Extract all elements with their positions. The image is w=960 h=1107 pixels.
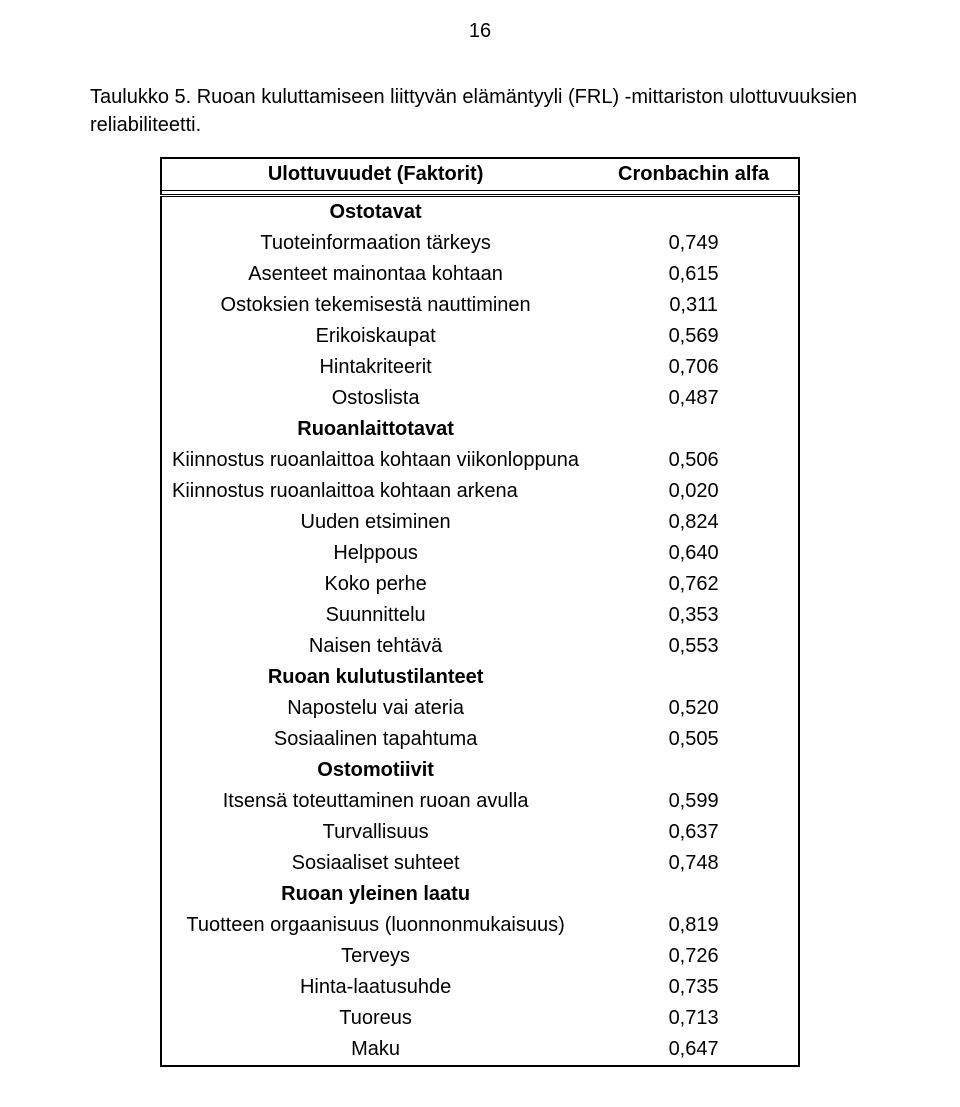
- section-title: Ruoanlaittotavat: [161, 414, 589, 445]
- row-label: Ostoslista: [161, 383, 589, 414]
- row-value: 0,311: [589, 290, 799, 321]
- row-value: 0,706: [589, 352, 799, 383]
- table-header-row: Ulottuvuudet (Faktorit) Cronbachin alfa: [161, 158, 799, 191]
- table-row: Kiinnostus ruoanlaittoa kohtaan arkena0,…: [161, 476, 799, 507]
- table-row: Naisen tehtävä0,553: [161, 631, 799, 662]
- row-label: Tuoteinformaation tärkeys: [161, 228, 589, 259]
- row-value: 0,615: [589, 259, 799, 290]
- table-row: Hintakriteerit0,706: [161, 352, 799, 383]
- table-row: Ostoslista0,487: [161, 383, 799, 414]
- row-value: 0,520: [589, 693, 799, 724]
- table-row: Sosiaalinen tapahtuma0,505: [161, 724, 799, 755]
- table-row: Maku0,647: [161, 1034, 799, 1066]
- section-title: Ostotavat: [161, 196, 589, 229]
- row-label: Ostoksien tekemisestä nauttiminen: [161, 290, 589, 321]
- section-title-empty: [589, 662, 799, 693]
- section-title: Ruoan yleinen laatu: [161, 879, 589, 910]
- row-value: 0,553: [589, 631, 799, 662]
- page: 16 Taulukko 5. Ruoan kuluttamiseen liitt…: [0, 0, 960, 1107]
- row-value: 0,640: [589, 538, 799, 569]
- row-value: 0,726: [589, 941, 799, 972]
- table-body: OstotavatTuoteinformaation tärkeys0,749A…: [161, 196, 799, 1067]
- row-value: 0,647: [589, 1034, 799, 1066]
- table-row: Itsensä toteuttaminen ruoan avulla0,599: [161, 786, 799, 817]
- row-value: 0,713: [589, 1003, 799, 1034]
- section-title-empty: [589, 879, 799, 910]
- row-label: Tuotteen orgaanisuus (luonnonmukaisuus): [161, 910, 589, 941]
- section-title: Ostomotiivit: [161, 755, 589, 786]
- table-row: Sosiaaliset suhteet0,748: [161, 848, 799, 879]
- row-label: Kiinnostus ruoanlaittoa kohtaan viikonlo…: [161, 445, 589, 476]
- table-row: Hinta-laatusuhde0,735: [161, 972, 799, 1003]
- row-value: 0,637: [589, 817, 799, 848]
- row-value: 0,762: [589, 569, 799, 600]
- table-row: Helppous0,640: [161, 538, 799, 569]
- row-label: Tuoreus: [161, 1003, 589, 1034]
- row-label: Hintakriteerit: [161, 352, 589, 383]
- table-row: Kiinnostus ruoanlaittoa kohtaan viikonlo…: [161, 445, 799, 476]
- row-value: 0,487: [589, 383, 799, 414]
- row-label: Sosiaalinen tapahtuma: [161, 724, 589, 755]
- section-header: Ostotavat: [161, 196, 799, 229]
- table-caption: Taulukko 5. Ruoan kuluttamiseen liittyvä…: [90, 83, 870, 139]
- section-title-empty: [589, 755, 799, 786]
- row-value: 0,748: [589, 848, 799, 879]
- section-header: Ruoan yleinen laatu: [161, 879, 799, 910]
- row-label: Erikoiskaupat: [161, 321, 589, 352]
- row-value: 0,819: [589, 910, 799, 941]
- row-value: 0,749: [589, 228, 799, 259]
- table-row: Uuden etsiminen0,824: [161, 507, 799, 538]
- header-col-alpha: Cronbachin alfa: [589, 158, 799, 191]
- section-title-empty: [589, 196, 799, 229]
- reliability-table: Ulottuvuudet (Faktorit) Cronbachin alfa …: [160, 157, 800, 1067]
- row-label: Itsensä toteuttaminen ruoan avulla: [161, 786, 589, 817]
- row-value: 0,353: [589, 600, 799, 631]
- row-label: Turvallisuus: [161, 817, 589, 848]
- table-row: Tuoteinformaation tärkeys0,749: [161, 228, 799, 259]
- section-header: Ruoan kulutustilanteet: [161, 662, 799, 693]
- section-header: Ostomotiivit: [161, 755, 799, 786]
- header-col-factors: Ulottuvuudet (Faktorit): [161, 158, 589, 191]
- row-label: Koko perhe: [161, 569, 589, 600]
- row-value: 0,020: [589, 476, 799, 507]
- row-label: Kiinnostus ruoanlaittoa kohtaan arkena: [161, 476, 589, 507]
- page-number: 16: [90, 20, 870, 43]
- row-label: Sosiaaliset suhteet: [161, 848, 589, 879]
- table-row: Tuotteen orgaanisuus (luonnonmukaisuus)0…: [161, 910, 799, 941]
- table-row: Napostelu vai ateria0,520: [161, 693, 799, 724]
- table-row: Terveys0,726: [161, 941, 799, 972]
- row-label: Napostelu vai ateria: [161, 693, 589, 724]
- row-value: 0,735: [589, 972, 799, 1003]
- table-row: Asenteet mainontaa kohtaan0,615: [161, 259, 799, 290]
- table-row: Koko perhe0,762: [161, 569, 799, 600]
- row-value: 0,569: [589, 321, 799, 352]
- table-row: Tuoreus0,713: [161, 1003, 799, 1034]
- row-label: Asenteet mainontaa kohtaan: [161, 259, 589, 290]
- row-label: Suunnittelu: [161, 600, 589, 631]
- section-header: Ruoanlaittotavat: [161, 414, 799, 445]
- row-label: Uuden etsiminen: [161, 507, 589, 538]
- table-row: Turvallisuus0,637: [161, 817, 799, 848]
- row-label: Maku: [161, 1034, 589, 1066]
- row-label: Hinta-laatusuhde: [161, 972, 589, 1003]
- row-label: Naisen tehtävä: [161, 631, 589, 662]
- table-row: Erikoiskaupat0,569: [161, 321, 799, 352]
- row-value: 0,506: [589, 445, 799, 476]
- table-row: Suunnittelu0,353: [161, 600, 799, 631]
- row-value: 0,824: [589, 507, 799, 538]
- row-label: Helppous: [161, 538, 589, 569]
- section-title: Ruoan kulutustilanteet: [161, 662, 589, 693]
- section-title-empty: [589, 414, 799, 445]
- row-value: 0,505: [589, 724, 799, 755]
- row-label: Terveys: [161, 941, 589, 972]
- table-row: Ostoksien tekemisestä nauttiminen0,311: [161, 290, 799, 321]
- row-value: 0,599: [589, 786, 799, 817]
